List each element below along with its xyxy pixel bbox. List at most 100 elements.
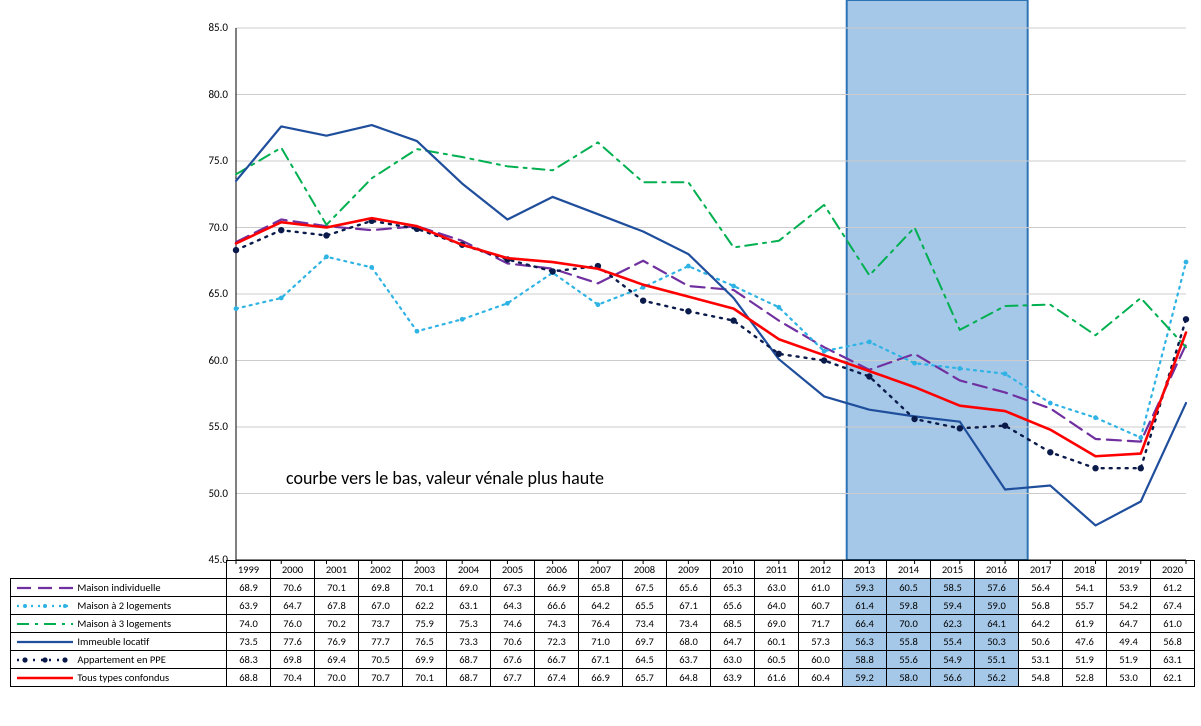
table-cell: 55.4 [931, 633, 975, 651]
table-cell: 70.1 [315, 579, 359, 597]
legend-label: Appartement en PPE [77, 653, 165, 666]
table-cell: 67.4 [1151, 597, 1195, 615]
table-cell: 53.9 [1107, 579, 1151, 597]
table-cell: 67.1 [667, 597, 711, 615]
table-cell: 59.2 [843, 669, 887, 687]
table-cell: 63.1 [447, 597, 491, 615]
figure: { "meta": { "width": 1201, "height": 726… [0, 0, 1201, 726]
table-cell: 64.2 [579, 597, 623, 615]
year-header: 2008 [623, 561, 667, 579]
table-cell: 66.6 [535, 597, 579, 615]
table-cell: 64.7 [711, 633, 755, 651]
table-cell: 62.1 [1151, 669, 1195, 687]
table-cell: 68.5 [711, 615, 755, 633]
table-cell: 50.3 [975, 633, 1019, 651]
table-cell: 56.8 [1151, 633, 1195, 651]
table-cell: 65.5 [623, 597, 667, 615]
table-cell: 62.2 [403, 597, 447, 615]
table-cell: 70.2 [315, 615, 359, 633]
table-cell: 64.3 [491, 597, 535, 615]
table-cell: 68.9 [227, 579, 271, 597]
table-cell: 59.3 [843, 579, 887, 597]
year-header: 2000 [271, 561, 315, 579]
table-cell: 65.6 [711, 597, 755, 615]
legend-cell: Appartement en PPE [11, 651, 227, 669]
table-cell: 57.3 [799, 633, 843, 651]
table-cell: 60.5 [887, 579, 931, 597]
legend-label: Maison à 2 logements [77, 599, 171, 612]
table-cell: 67.8 [315, 597, 359, 615]
table-cell: 63.7 [667, 651, 711, 669]
table-cell: 65.3 [711, 579, 755, 597]
table-cell: 53.0 [1107, 669, 1151, 687]
table-cell: 63.0 [711, 651, 755, 669]
year-header: 2005 [491, 561, 535, 579]
table-cell: 60.1 [755, 633, 799, 651]
chart-annotation: courbe vers le bas, valeur vénale plus h… [286, 467, 604, 489]
table-cell: 70.6 [271, 579, 315, 597]
table-cell: 67.3 [491, 579, 535, 597]
table-cell: 66.9 [579, 669, 623, 687]
year-header: 2017 [1019, 561, 1063, 579]
table-cell: 74.6 [491, 615, 535, 633]
table-cell: 61.9 [1063, 615, 1107, 633]
table-cell: 69.7 [623, 633, 667, 651]
table-cell: 70.1 [403, 669, 447, 687]
table-cell: 73.4 [623, 615, 667, 633]
y-tick-label: 45.0 [188, 553, 228, 566]
table-cell: 58.5 [931, 579, 975, 597]
table-cell: 76.0 [271, 615, 315, 633]
year-header: 2020 [1151, 561, 1195, 579]
table-cell: 61.0 [1151, 615, 1195, 633]
table-cell: 49.4 [1107, 633, 1151, 651]
table-cell: 58.0 [887, 669, 931, 687]
legend-cell: Maison à 2 logements [11, 597, 227, 615]
table-cell: 69.9 [403, 651, 447, 669]
data-table: 1999200020012002200320042005200620072008… [10, 560, 1195, 687]
table-cell: 63.9 [711, 669, 755, 687]
table-cell: 47.6 [1063, 633, 1107, 651]
table-row: Appartement en PPE68.369.869.470.569.968… [11, 651, 1195, 669]
table-cell: 75.9 [403, 615, 447, 633]
table-cell: 73.4 [667, 615, 711, 633]
table-cell: 67.6 [491, 651, 535, 669]
year-header: 2012 [799, 561, 843, 579]
table-cell: 65.6 [667, 579, 711, 597]
table-cell: 70.6 [491, 633, 535, 651]
table-cell: 64.1 [975, 615, 1019, 633]
table-cell: 70.4 [271, 669, 315, 687]
table-cell: 76.4 [579, 615, 623, 633]
table-cell: 52.8 [1063, 669, 1107, 687]
table-cell: 77.7 [359, 633, 403, 651]
table-cell: 56.3 [843, 633, 887, 651]
table-row: Maison à 3 logements74.076.070.273.775.9… [11, 615, 1195, 633]
table-cell: 50.6 [1019, 633, 1063, 651]
y-tick-label: 50.0 [188, 487, 228, 500]
table-cell: 68.8 [227, 669, 271, 687]
table-cell: 69.0 [755, 615, 799, 633]
table-cell: 64.7 [271, 597, 315, 615]
table-cell: 59.4 [931, 597, 975, 615]
table-cell: 59.0 [975, 597, 1019, 615]
table-cell: 60.7 [799, 597, 843, 615]
table-cell: 56.6 [931, 669, 975, 687]
year-header: 2007 [579, 561, 623, 579]
table-cell: 54.9 [931, 651, 975, 669]
table-cell: 69.4 [315, 651, 359, 669]
legend-cell: Immeuble locatif [11, 633, 227, 651]
table-cell: 71.0 [579, 633, 623, 651]
table-cell: 69.0 [447, 579, 491, 597]
table-cell: 69.8 [271, 651, 315, 669]
table-cell: 65.8 [579, 579, 623, 597]
year-header: 2010 [711, 561, 755, 579]
table-cell: 66.9 [535, 579, 579, 597]
y-tick-label: 85.0 [188, 21, 228, 34]
year-header: 2001 [315, 561, 359, 579]
table-cell: 56.2 [975, 669, 1019, 687]
table-cell: 61.0 [799, 579, 843, 597]
year-header: 2011 [755, 561, 799, 579]
table-cell: 76.9 [315, 633, 359, 651]
legend-cell: Maison individuelle [11, 579, 227, 597]
table-cell: 68.7 [447, 669, 491, 687]
table-cell: 55.7 [1063, 597, 1107, 615]
